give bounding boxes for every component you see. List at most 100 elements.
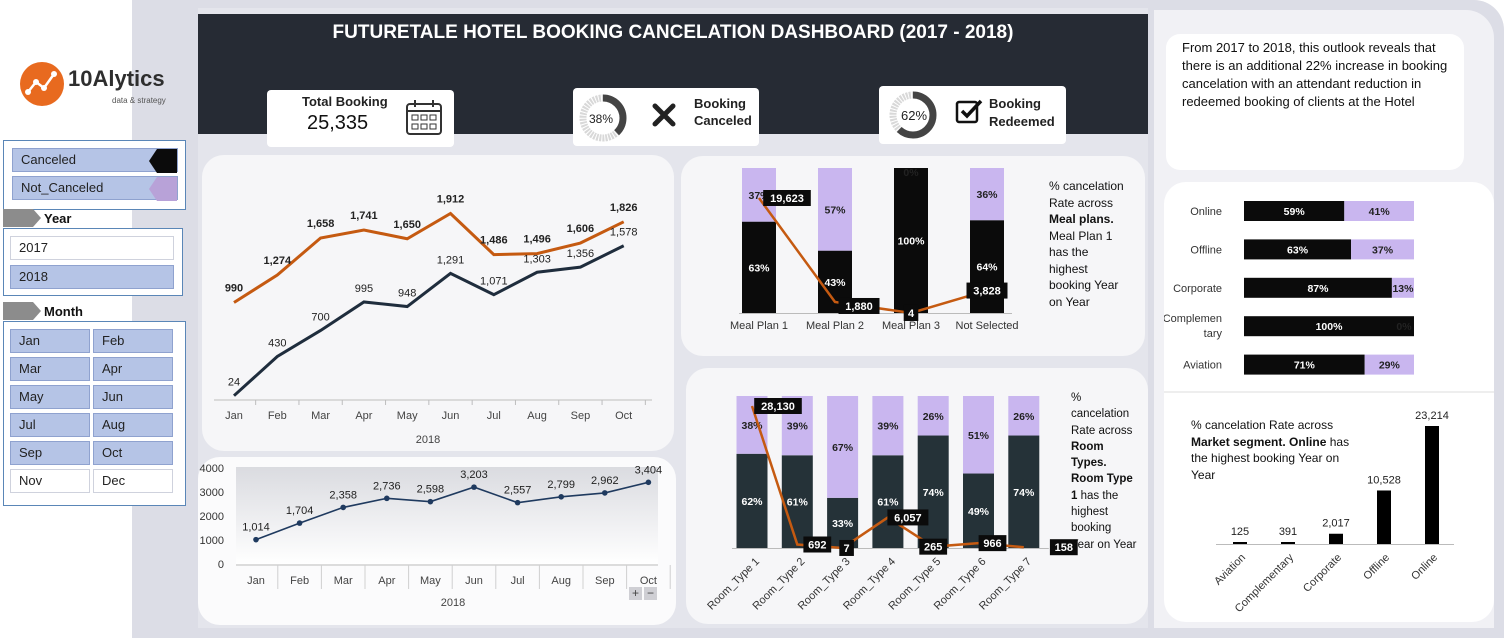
hbar-label-canceled: 59% [1284, 206, 1306, 218]
bar-count [1377, 490, 1391, 544]
bar-label-not-canceled: 26% [1013, 411, 1035, 423]
month-option-oct[interactable]: Oct [93, 441, 173, 465]
room-note-line: has the [1080, 489, 1119, 502]
count-label-box [919, 538, 948, 555]
year-slicer-header: Year [44, 211, 72, 226]
x-tick-label: Meal Plan 1 [730, 320, 788, 332]
zoom-out-button[interactable]: − [644, 587, 657, 600]
month-option-jan[interactable]: Jan [10, 329, 90, 353]
kpi-redeemed-pct: 62% [901, 108, 928, 123]
meal-note-bold: Meal plans. [1049, 212, 1114, 226]
insight-panel [1166, 34, 1464, 170]
room-note-bold: Types. [1071, 457, 1107, 470]
meal-note-line: booking Year [1049, 278, 1119, 292]
bar-label-canceled: 74% [1013, 487, 1035, 499]
room-note-line: Year on Year [1071, 538, 1137, 551]
bar-not-canceled [818, 168, 852, 251]
bar-not-canceled [963, 396, 994, 474]
data-label: 1,274 [264, 255, 292, 267]
month-option-jun[interactable]: Jun [93, 385, 173, 409]
count-label-box [838, 297, 880, 314]
series-line [232, 244, 625, 397]
data-label: 1,704 [286, 505, 314, 517]
y-tick-label: Complemen [1164, 313, 1222, 325]
hbar-label-canceled: 63% [1287, 244, 1309, 256]
data-label: 391 [1279, 526, 1297, 538]
month-option-aug[interactable]: Aug [93, 413, 173, 437]
data-point [602, 490, 608, 496]
bar-not-canceled [1008, 396, 1040, 436]
zoom-in-button[interactable]: + [629, 587, 642, 600]
count-label: 7 [844, 543, 850, 555]
bar-count [1281, 542, 1295, 544]
x-tick-label: Corporate [1301, 552, 1344, 595]
year-option-2018[interactable]: 2018 [10, 265, 174, 289]
legend-item-not-canceled[interactable]: Not_Canceled [12, 176, 178, 201]
logo-tagline: data & strategy [112, 96, 166, 105]
hbar-not-canceled [1391, 277, 1414, 298]
x-tick-label: Oct [615, 410, 632, 422]
count-label-box [966, 282, 1008, 299]
room-type-note: % cancelation Rate across Room Types. Ro… [1071, 390, 1147, 553]
count-label: 4 [908, 308, 915, 320]
data-label: 2,017 [1322, 518, 1350, 530]
kpi-booking-canceled: 38% Booking Canceled [573, 88, 759, 146]
year-slicer: 2017 2018 [3, 228, 183, 296]
month-option-nov[interactable]: Nov [10, 469, 90, 493]
hbar-not-canceled [1344, 201, 1414, 221]
checkbox-icon [955, 99, 983, 124]
bar-not-canceled [827, 396, 859, 498]
month-option-may[interactable]: May [10, 385, 90, 409]
y-tick-label: Online [1190, 206, 1222, 218]
data-point [427, 498, 434, 505]
close-icon [652, 103, 676, 127]
y-tick-label: 4000 [200, 463, 224, 475]
legend-item-label: Not_Canceled [21, 180, 104, 195]
legend-item-canceled[interactable]: Canceled [12, 148, 178, 173]
year-option-2017[interactable]: 2017 [10, 236, 174, 260]
data-label: 1,014 [242, 522, 270, 534]
room-note-line: booking [1071, 522, 1112, 535]
month-option-apr[interactable]: Apr [93, 357, 173, 381]
data-label: 1,578 [610, 227, 638, 239]
market-segment-chart: 59% 41% Online 63% 37% Offline 87% 13% Corporate… [1164, 201, 1494, 615]
hbar-label-canceled: 100% [1316, 321, 1344, 333]
data-label: 1,291 [437, 254, 465, 266]
market-segment-note: % cancelation Rate across Market segment… [1191, 417, 1366, 483]
redeemed-donut [889, 91, 937, 139]
data-label: 700 [311, 311, 329, 323]
meal-plan-chart: 63%37%Meal Plan 143%57%Meal Plan 2100%0%… [730, 167, 1019, 332]
bar-label-canceled: 64% [976, 262, 998, 274]
month-option-dec[interactable]: Dec [93, 469, 173, 493]
room-note-bold: Room [1071, 440, 1104, 453]
x-tick-label: May [397, 410, 418, 422]
calendar-icon [406, 100, 442, 135]
data-label: 1,496 [523, 234, 551, 246]
data-label: 1,650 [393, 219, 421, 231]
room-note-line: Rate across [1071, 424, 1133, 437]
hbar-label-canceled: 71% [1294, 360, 1316, 372]
meal-note-line: highest [1049, 261, 1088, 276]
month-option-jul[interactable]: Jul [10, 413, 90, 437]
kpi-total-label: Total Booking [302, 94, 388, 109]
bar-canceled [917, 435, 949, 548]
month-option-feb[interactable]: Feb [93, 329, 173, 353]
hbar-label-not-canceled: 29% [1379, 360, 1401, 372]
x-tick-label: Feb [290, 575, 309, 587]
meal-note-line: Meal Plan 1 [1049, 228, 1113, 243]
count-label-box [754, 398, 802, 414]
x-tick-label: Offline [1361, 552, 1392, 583]
month-header-tag [3, 302, 41, 320]
month-option-sep[interactable]: Sep [10, 441, 90, 465]
month-option-mar[interactable]: Mar [10, 357, 90, 381]
data-label: 1,606 [567, 223, 595, 235]
bar-label-not-canceled: 51% [968, 430, 990, 442]
data-label: 2,358 [329, 489, 357, 501]
dashboard-title: FUTURETALE HOTEL BOOKING CANCELATION DAS… [332, 22, 1014, 43]
legend-swatch-canceled [149, 149, 177, 173]
count-label: 692 [808, 540, 826, 552]
count-label: 28,130 [761, 401, 795, 413]
kpi-redeemed-label-1: Booking [989, 96, 1041, 111]
x-tick-label: Apr [378, 575, 395, 587]
y-tick-label: tary [1204, 328, 1223, 340]
